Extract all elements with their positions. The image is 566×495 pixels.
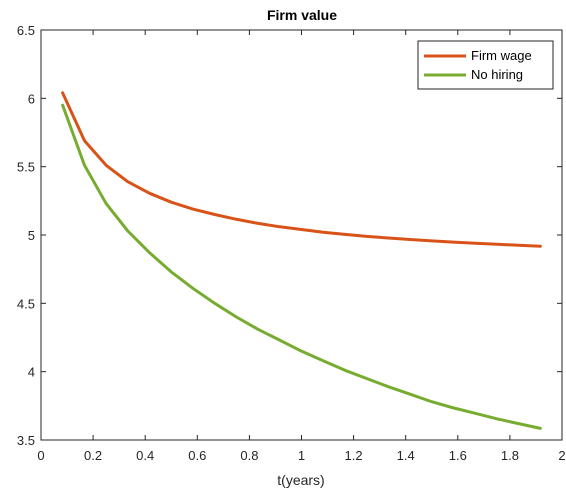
- legend-label-no-hiring: No hiring: [471, 67, 523, 82]
- x-tick-label: 0.2: [84, 448, 102, 463]
- x-axis-label: t(years): [277, 472, 324, 488]
- y-tick-label: 4.5: [17, 296, 35, 311]
- y-ticks: 3.5 4 4.5 5 5.5 6 6.5: [17, 23, 562, 448]
- legend-label-firm-wage: Firm wage: [471, 48, 532, 63]
- x-tick-label: 1: [298, 448, 305, 463]
- series-layer: [61, 91, 542, 430]
- y-tick-label: 3.5: [17, 433, 35, 448]
- x-tick-label: 0.4: [136, 448, 154, 463]
- x-tick-label: 1.2: [345, 448, 363, 463]
- y-tick-label: 5.5: [17, 160, 35, 175]
- x-tick-label: 1.8: [501, 448, 519, 463]
- y-tick-label: 6: [28, 91, 35, 106]
- legend-box: [417, 40, 554, 90]
- x-tick-label: 0: [37, 448, 44, 463]
- series-line-no-hiring: [61, 103, 542, 430]
- x-tick-label: 1.4: [397, 448, 415, 463]
- series-line-firm-wage: [61, 91, 542, 248]
- x-ticks: 0 0.2 0.4 0.6 0.8 1 1.2 1.4 1.6 1.8 2: [37, 30, 566, 463]
- x-tick-label: 0.6: [188, 448, 206, 463]
- legend: Firm wage No hiring: [417, 40, 554, 90]
- y-tick-label: 4: [28, 365, 35, 380]
- x-tick-label: 0.8: [240, 448, 258, 463]
- chart-title: Firm value: [267, 7, 337, 23]
- plot-area: [41, 30, 562, 440]
- y-tick-label: 6.5: [17, 23, 35, 38]
- y-tick-label: 5: [28, 228, 35, 243]
- x-tick-label: 1.6: [449, 448, 467, 463]
- x-tick-label: 2: [558, 448, 565, 463]
